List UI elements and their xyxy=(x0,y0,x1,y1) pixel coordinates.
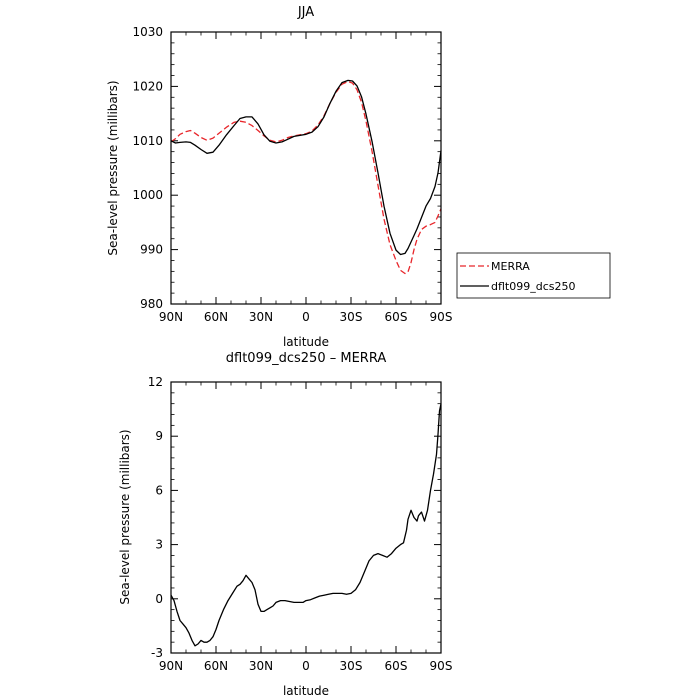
x-tick-label: 60S xyxy=(385,310,408,324)
y-tick-label: 9 xyxy=(155,429,163,443)
x-tick-label: 30S xyxy=(340,310,363,324)
top-plot-frame xyxy=(170,31,442,305)
y-tick-label: -3 xyxy=(151,646,163,660)
y-tick-label: 1010 xyxy=(132,134,163,148)
y-tick-label: 1020 xyxy=(132,79,163,93)
x-tick-label: 90S xyxy=(430,659,453,673)
top-panel: JJA 90N 60N 30N 0 30S 60S 90S 980 990 1000 1010 102… xyxy=(106,5,611,349)
x-tick-label: 60S xyxy=(385,659,408,673)
top-panel-y-axis-title: Sea-level pressure (millibars) xyxy=(106,80,120,255)
legend: MERRA dflt099_dcs250 xyxy=(456,252,611,299)
series-line-merra xyxy=(170,80,442,275)
y-tick-label: 980 xyxy=(140,297,163,311)
series-line-difference-0 xyxy=(170,403,442,647)
x-tick-label: 30N xyxy=(249,310,273,324)
bottom-panel-title: dflt099_dcs250 – MERRA xyxy=(226,351,387,366)
y-tick-label: 0 xyxy=(155,592,163,606)
bottom-panel-y-axis-title: Sea-level pressure (millibars) xyxy=(118,429,132,604)
y-tick-label: 3 xyxy=(155,538,163,552)
series-line-dflt099-dcs250 xyxy=(170,79,442,256)
x-tick-label: 90S xyxy=(430,310,453,324)
y-tick-label: 990 xyxy=(140,243,163,257)
legend-label-dflt099: dflt099_dcs250 xyxy=(491,280,575,293)
legend-box xyxy=(456,252,611,299)
top-panel-x-axis-title: latitude xyxy=(283,335,329,349)
y-tick-label: 6 xyxy=(155,483,163,497)
y-tick-label: 12 xyxy=(148,375,163,389)
legend-label-merra: MERRA xyxy=(491,260,530,273)
x-tick-label: 90N xyxy=(159,659,183,673)
y-tick-label: 1000 xyxy=(132,188,163,202)
x-tick-label: 90N xyxy=(159,310,183,324)
x-tick-label: 0 xyxy=(302,310,310,324)
x-tick-label: 60N xyxy=(204,310,228,324)
x-tick-label: 0 xyxy=(302,659,310,673)
x-tick-label: 30S xyxy=(340,659,363,673)
y-tick-label: 1030 xyxy=(132,25,163,39)
bottom-plot-frame xyxy=(170,381,442,654)
x-tick-label: 30N xyxy=(249,659,273,673)
bottom-panel-x-axis-title: latitude xyxy=(283,684,329,698)
bottom-panel: dflt099_dcs250 – MERRA 90N 60N 30N 0 30S 60S 9… xyxy=(118,351,452,698)
top-panel-title: JJA xyxy=(297,5,314,20)
x-tick-label: 60N xyxy=(204,659,228,673)
top-panel-marks: 90N 60N 30N 0 30S 60S 90S 980 990 1000 1010 1020 103… xyxy=(132,25,452,324)
bottom-panel-marks: 90N 60N 30N 0 30S 60S 90S -3 0 3 6 9 12 xyxy=(148,375,453,673)
